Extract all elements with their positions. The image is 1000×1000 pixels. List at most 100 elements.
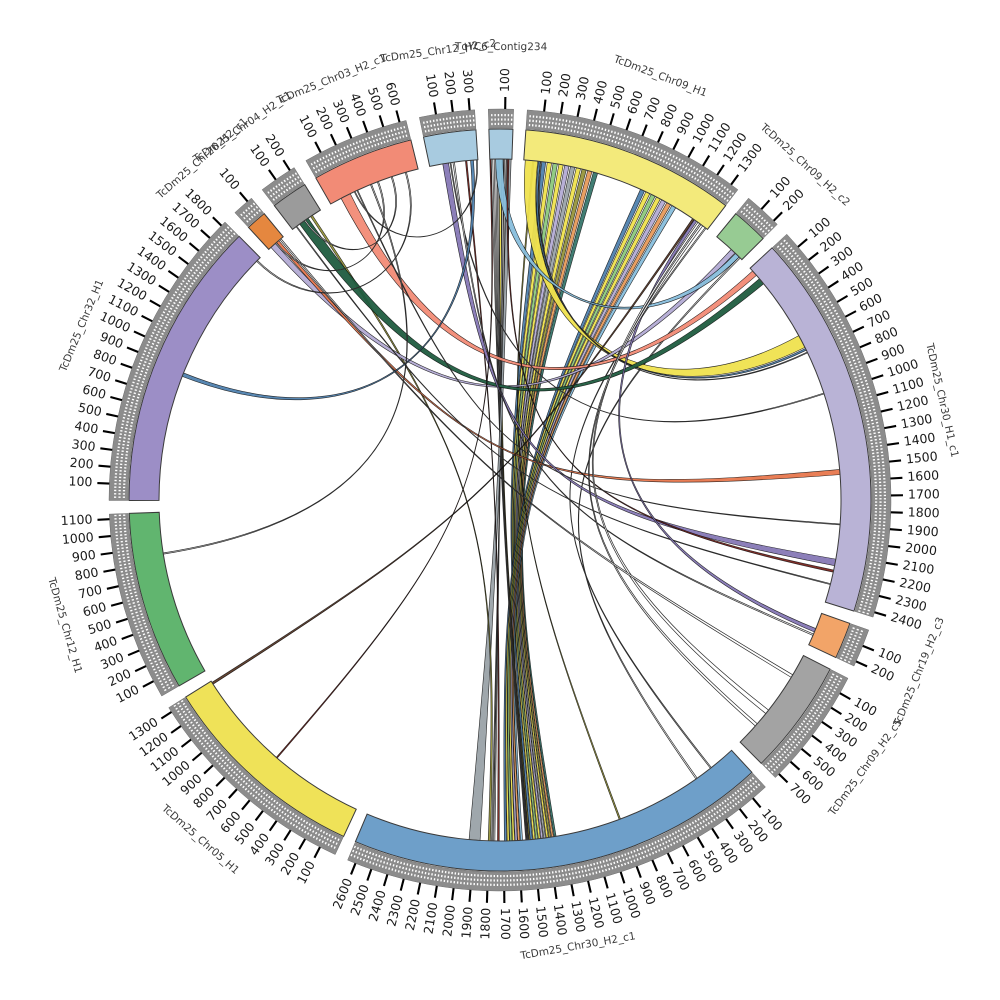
minor-tick xyxy=(172,293,183,301)
major-tick xyxy=(889,528,902,532)
minor-tick xyxy=(127,600,140,606)
minor-tick xyxy=(564,869,569,882)
minor-tick xyxy=(636,848,643,861)
minor-tick xyxy=(115,540,128,544)
minor-tick xyxy=(867,572,880,577)
minor-tick xyxy=(350,845,357,858)
major-tick xyxy=(657,130,664,143)
minor-tick xyxy=(115,543,128,547)
minor-tick xyxy=(764,764,775,775)
minor-tick xyxy=(417,866,421,879)
minor-tick xyxy=(393,127,399,140)
segment-ring xyxy=(108,221,239,501)
tick-label: 100 xyxy=(216,165,243,193)
minor-tick xyxy=(702,174,711,186)
minor-tick xyxy=(142,349,155,356)
major-tick xyxy=(314,141,322,154)
major-tick xyxy=(298,838,307,850)
minor-tick xyxy=(598,126,604,139)
minor-tick xyxy=(635,139,642,152)
major-tick xyxy=(228,788,238,799)
minor-tick xyxy=(830,318,843,325)
minor-tick xyxy=(874,474,887,477)
minor-tick xyxy=(871,546,884,550)
segment-arc xyxy=(315,139,419,205)
minor-tick xyxy=(624,853,630,866)
minor-tick xyxy=(286,812,295,824)
minor-tick xyxy=(751,776,761,787)
major-tick xyxy=(345,126,353,139)
minor-tick xyxy=(689,823,697,835)
minor-tick xyxy=(116,553,130,557)
minor-tick xyxy=(187,271,198,280)
minor-tick xyxy=(181,713,193,722)
minor-tick xyxy=(683,826,691,838)
minor-tick xyxy=(620,133,626,146)
minor-tick xyxy=(114,527,127,530)
minor-tick xyxy=(702,814,711,826)
minor-tick xyxy=(400,862,406,875)
segment-arc xyxy=(247,212,284,251)
major-tick xyxy=(725,818,734,830)
minor-tick xyxy=(455,115,459,128)
major-tick xyxy=(880,407,893,413)
minor-tick xyxy=(264,797,274,809)
minor-tick xyxy=(554,117,558,130)
minor-tick xyxy=(535,873,539,886)
minor-tick xyxy=(813,704,825,712)
minor-tick xyxy=(809,280,820,289)
major-tick xyxy=(366,868,373,881)
minor-tick xyxy=(864,588,877,593)
minor-tick xyxy=(804,717,816,726)
minor-tick xyxy=(115,456,128,460)
minor-tick xyxy=(367,135,374,148)
minor-tick xyxy=(199,736,211,746)
minor-tick xyxy=(800,722,812,732)
minor-tick xyxy=(710,179,719,191)
minor-tick xyxy=(589,124,594,137)
minor-tick xyxy=(303,823,311,835)
minor-tick xyxy=(630,851,636,863)
major-tick xyxy=(329,133,337,146)
minor-tick xyxy=(206,744,217,754)
minor-tick xyxy=(113,476,126,479)
minor-tick xyxy=(310,162,318,174)
major-tick xyxy=(468,889,472,902)
minor-tick xyxy=(384,857,390,870)
major-tick xyxy=(543,99,547,112)
minor-tick xyxy=(654,841,661,853)
minor-tick xyxy=(155,322,167,330)
minor-tick xyxy=(176,705,188,714)
minor-tick xyxy=(251,787,261,798)
minor-tick xyxy=(236,774,246,785)
minor-tick xyxy=(544,115,548,128)
minor-tick xyxy=(118,436,131,440)
minor-tick xyxy=(133,374,146,380)
minor-tick xyxy=(117,443,130,447)
minor-tick xyxy=(361,138,368,150)
minor-tick xyxy=(430,868,434,881)
minor-tick xyxy=(850,363,863,370)
minor-tick xyxy=(538,872,542,885)
minor-tick xyxy=(153,667,166,675)
minor-tick xyxy=(873,471,887,474)
tick-label: 1200 xyxy=(586,896,608,930)
major-tick xyxy=(878,594,891,600)
minor-tick xyxy=(114,466,127,469)
minor-tick xyxy=(125,594,138,599)
minor-tick xyxy=(452,115,456,128)
minor-tick xyxy=(868,569,881,573)
minor-tick xyxy=(713,181,722,193)
minor-tick xyxy=(278,807,287,818)
minor-tick xyxy=(113,520,126,524)
minor-tick xyxy=(216,235,227,245)
major-tick xyxy=(871,374,884,380)
tick-label: 200 xyxy=(555,72,574,98)
minor-tick xyxy=(583,865,588,878)
major-tick xyxy=(106,585,119,590)
tick-label: 2200 xyxy=(402,898,423,932)
minor-tick xyxy=(163,307,175,315)
minor-tick xyxy=(207,245,218,255)
minor-tick xyxy=(608,858,614,871)
